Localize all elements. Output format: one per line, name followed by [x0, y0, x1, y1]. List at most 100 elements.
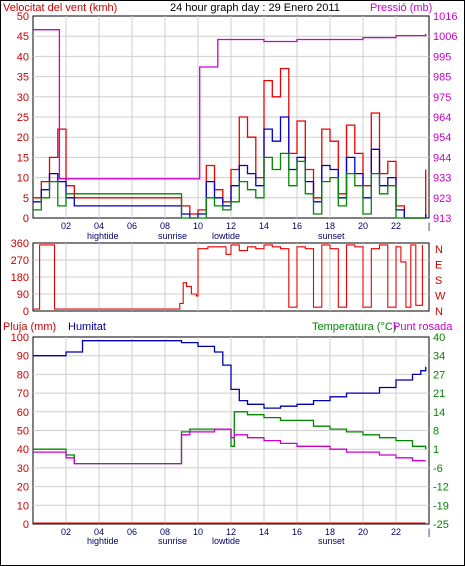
y-right-tick-label: 944 — [433, 152, 451, 164]
y-left-label-2: Humitat — [68, 321, 106, 333]
annotation-sunrise: sunrise — [158, 231, 187, 241]
y-right-label: Pressió (mb) — [370, 2, 432, 14]
x-tick-label: 06 — [127, 221, 137, 231]
compass-letter: E — [435, 260, 442, 272]
y-right-label: Temperatura (°C) — [312, 321, 396, 333]
x-tick-label: 08 — [160, 221, 170, 231]
chart-title: 24 hour graph day : 29 Enero 2011 — [170, 2, 340, 14]
series-line — [33, 67, 427, 219]
x-tick-label: 20 — [358, 527, 368, 537]
y-right-tick-label: 14 — [433, 407, 445, 419]
x-tick-label: 18 — [325, 221, 335, 231]
series-line — [33, 340, 427, 409]
y-left-tick-label: 10 — [17, 173, 29, 185]
y-left-tick-label: 60 — [17, 407, 29, 419]
annotation-lowtide: lowtide — [212, 231, 240, 241]
y-right-tick-label: 40 — [433, 332, 445, 344]
y-right-tick-label: 975 — [433, 92, 451, 104]
y-right-tick-label: -25 — [433, 519, 449, 531]
x-ticks: 02 04 06 08 10 12 14 16 18 20 22 | — [61, 221, 430, 231]
x-tick-label: 22 — [391, 527, 401, 537]
y-left-tick-label: 20 — [17, 132, 29, 144]
annotation-sunrise: sunrise — [158, 536, 187, 546]
compass-letter: S — [435, 275, 442, 287]
y-left-tick-label: 180 — [11, 272, 29, 284]
y-left-tick-label: 15 — [17, 152, 29, 164]
x-tick-label: 16 — [292, 221, 302, 231]
x-tick-label: 20 — [358, 221, 368, 231]
y-left-tick-label: 80 — [17, 369, 29, 381]
x-tick-label: 06 — [127, 527, 137, 537]
y-left-ticks: 0 5 10 15 20 25 30 35 40 45 50 — [17, 11, 29, 225]
y-left-ticks: 0 10 20 30 40 50 60 70 80 90 100 — [11, 332, 29, 531]
x-tick-label: 08 — [160, 527, 170, 537]
x-tick-label: 14 — [259, 527, 269, 537]
annotation-sunset: sunset — [318, 536, 345, 546]
y-left-tick-label: 45 — [17, 31, 29, 43]
y-right-tick-label: 985 — [433, 72, 451, 84]
x-ticks: 02 04 06 08 10 12 14 16 18 20 22 | — [61, 527, 430, 537]
y-left-tick-label: 20 — [17, 482, 29, 494]
y-left-tick-label: 50 — [17, 11, 29, 23]
y-left-tick-label: 0 — [23, 213, 29, 225]
y-left-label: Velocitat del vent (kmh) — [3, 2, 117, 14]
compass-letter: N — [435, 306, 443, 318]
y-right-tick-label: 964 — [433, 112, 451, 124]
y-left-tick-label: 25 — [17, 112, 29, 124]
y-right-tick-label: 995 — [433, 51, 451, 63]
series-line — [33, 152, 426, 219]
x-tick-label: 16 — [292, 527, 302, 537]
x-tick-label: 02 — [61, 221, 71, 231]
x-tick-label: 14 — [259, 221, 269, 231]
y-left-tick-label: 0 — [23, 306, 29, 318]
y-left-tick-label: 10 — [17, 500, 29, 512]
y-right-ticks: -25 -19 -12 -6 1 8 14 21 27 34 40 — [433, 332, 449, 531]
y-right-tick-label: 1 — [433, 444, 439, 456]
y-left-ticks: 0 90 180 270 360 — [11, 238, 29, 318]
y-right-tick-label: -6 — [433, 463, 443, 475]
x-tick-label: 22 — [391, 221, 401, 231]
y-left-tick-label: 90 — [17, 351, 29, 363]
annotation-hightide: hightide — [87, 231, 119, 241]
compass-letter: N — [435, 244, 443, 256]
x-tick-label: 04 — [94, 221, 104, 231]
y-right-ticks: 913 923 933 944 954 964 975 985 995 1006 1016 — [433, 11, 457, 225]
y-right-tick-label: -12 — [433, 482, 449, 494]
y-right-tick-label: 1016 — [433, 11, 457, 23]
y-right-tick-label: 21 — [433, 388, 445, 400]
y-left-tick-label: 70 — [17, 388, 29, 400]
y-left-tick-label: 35 — [17, 72, 29, 84]
grid — [33, 16, 429, 218]
x-tick-label: 10 — [193, 221, 203, 231]
y-right-tick-label: 913 — [433, 213, 451, 225]
x-tick-label: | — [428, 221, 430, 231]
y-left-tick-label: 270 — [11, 255, 29, 267]
x-tick-label: 18 — [325, 527, 335, 537]
y-left-tick-label: 30 — [17, 92, 29, 104]
series-line — [33, 29, 427, 180]
y-left-tick-label: 100 — [11, 332, 29, 344]
y-left-tick-label: 5 — [23, 193, 29, 205]
series-line — [33, 428, 426, 465]
x-tick-label: 12 — [226, 221, 236, 231]
x-tick-label: 10 — [193, 527, 203, 537]
series-lines — [33, 340, 427, 524]
y-right-tick-label: 1006 — [433, 31, 457, 43]
x-tick-label: | — [428, 527, 430, 537]
y-right-label-2: Punt rosada — [393, 321, 453, 333]
y-right-tick-label: 34 — [433, 351, 445, 363]
y-right-tick-label: 8 — [433, 426, 439, 438]
y-left-label: Pluja (mm) — [3, 321, 56, 333]
series-lines — [33, 29, 427, 219]
y-left-tick-label: 360 — [11, 238, 29, 250]
y-right-tick-label: 923 — [433, 193, 451, 205]
y-right-tick-label: 954 — [433, 132, 451, 144]
y-right-tick-label: 933 — [433, 173, 451, 185]
y-left-tick-label: 40 — [17, 444, 29, 456]
annotation-hightide: hightide — [87, 536, 119, 546]
compass-letter: W — [435, 291, 446, 303]
y-right-tick-label: -19 — [433, 500, 449, 512]
